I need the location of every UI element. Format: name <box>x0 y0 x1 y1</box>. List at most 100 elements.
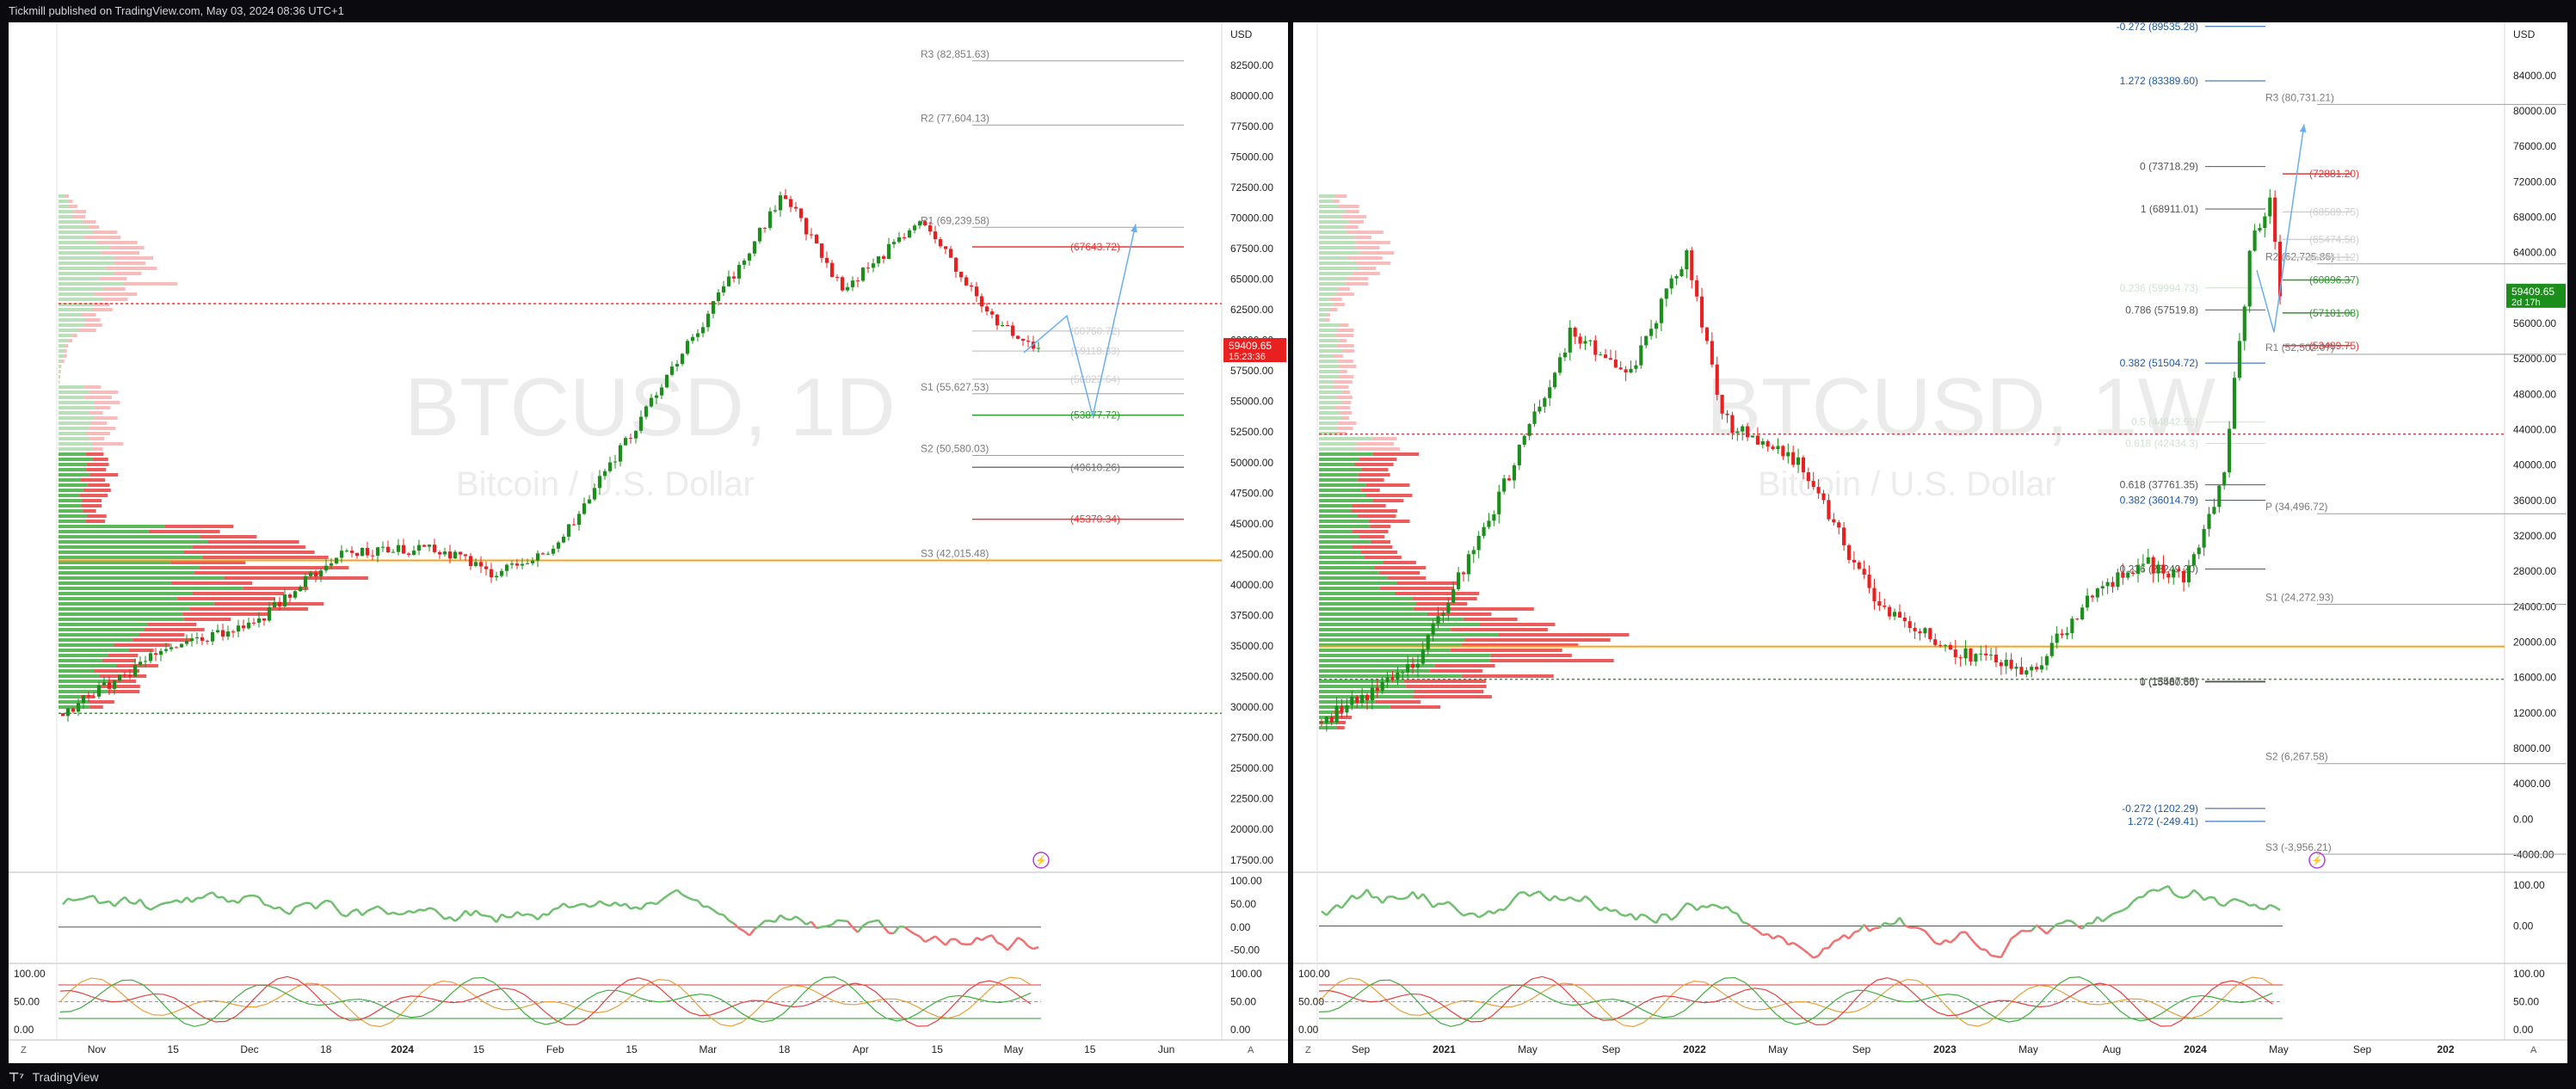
volume-profile-bar <box>144 628 205 631</box>
candle-body <box>1821 493 1826 501</box>
candle-body <box>1020 338 1026 341</box>
candle-body <box>220 630 225 637</box>
chart-panel-daily[interactable]: USD 82500.00 80000.00 77500.00 75000.00 72500… <box>9 22 1288 1063</box>
volume-profile-bar <box>1319 535 1360 538</box>
osc1-line <box>1964 931 1972 939</box>
daily-chart-svg[interactable]: USD 82500.00 80000.00 77500.00 75000.00 72500… <box>9 22 1288 1063</box>
osc1-line <box>1777 934 1784 939</box>
osc1-line <box>62 897 69 906</box>
candle-body <box>1548 387 1552 398</box>
volume-profile-bar <box>1319 705 1390 709</box>
weekly-chart-svg[interactable]: USD 84000.00 80000.00 76000.00 72000.00 68000… <box>1293 21 2567 1063</box>
volume-profile-bar <box>59 292 95 296</box>
volume-profile-bar <box>202 556 329 559</box>
candle-body <box>375 547 380 557</box>
candle-body <box>1015 335 1020 339</box>
volume-profile-bar <box>1319 494 1367 497</box>
candle-body <box>1385 677 1390 682</box>
candle-body <box>71 708 76 712</box>
osc1-line <box>1883 921 1890 926</box>
osc1-line <box>2197 893 2205 901</box>
candle-body <box>1771 446 1775 449</box>
candle-body <box>2039 665 2044 670</box>
candle-body <box>2212 507 2216 514</box>
osc1-line <box>996 941 1003 946</box>
osc1-line <box>1599 906 1606 912</box>
volume-profile-bar <box>1319 432 1338 435</box>
volume-profile-bar <box>59 659 102 662</box>
volume-profile-bar <box>1345 210 1359 213</box>
osc1-line <box>532 914 539 921</box>
osc1-line <box>847 920 854 928</box>
osc1-line <box>217 895 224 899</box>
osc1-line <box>2239 899 2246 904</box>
osc1-line <box>2132 896 2139 902</box>
osc1-line <box>743 930 750 937</box>
last-price-tag <box>2506 283 2566 308</box>
volume-profile-bar <box>59 385 84 389</box>
volume-profile-bar <box>1342 349 1355 353</box>
volume-profile-bar <box>1319 473 1359 477</box>
volume-profile-bar <box>89 700 114 704</box>
volume-profile-bar <box>1319 401 1342 404</box>
osc1-line <box>981 936 988 942</box>
candle-body <box>1573 327 1577 337</box>
candle-body <box>907 230 912 238</box>
volume-profile-bar <box>1335 396 1353 399</box>
candle-body <box>194 637 200 639</box>
candle-body <box>623 438 628 446</box>
volume-profile-bar <box>59 628 145 631</box>
volume-profile-bar <box>59 674 100 678</box>
volume-profile-bar <box>59 282 125 286</box>
fib-label: 0.382 (51504.72) <box>2120 357 2198 369</box>
osc1-line <box>568 905 575 909</box>
candle-body <box>1426 635 1430 650</box>
osc1-line <box>1584 895 1592 901</box>
osc1-line <box>470 909 477 917</box>
volume-profile-bar <box>92 442 124 446</box>
volume-profile-bar <box>1319 633 1499 637</box>
last-price-value: 59409.65 <box>1229 340 1272 352</box>
currency-label: USD <box>1230 28 1253 40</box>
volume-profile-bar <box>89 437 105 440</box>
y-tick-label: 67500.00 <box>1230 243 1273 255</box>
candle-body <box>2009 659 2013 669</box>
volume-profile-bar <box>86 432 110 435</box>
candle-body <box>515 563 520 566</box>
volume-profile-bar <box>1319 618 1464 621</box>
y-tick-label: 62500.00 <box>1230 304 1273 316</box>
candle-body <box>762 227 767 229</box>
volume-profile-bar <box>59 303 94 306</box>
osc1-line <box>1944 938 1951 944</box>
osc1-line <box>800 919 807 926</box>
y-tick-label: 75000.00 <box>1230 151 1273 163</box>
osc1-line <box>1427 899 1434 908</box>
candle-body <box>680 354 685 365</box>
volume-profile-bar <box>59 205 69 208</box>
candle-body <box>1827 500 1831 520</box>
candle-body <box>2217 485 2222 508</box>
osc1-line <box>1365 889 1373 899</box>
osc1-line <box>1665 914 1673 921</box>
volume-profile-bar <box>1319 231 1347 234</box>
candle-body <box>1487 520 1491 527</box>
volume-profile-bar <box>1319 308 1330 311</box>
volume-profile-bar <box>1383 561 1416 564</box>
candle-body <box>700 327 706 334</box>
osc1-line <box>1457 910 1464 917</box>
candle-body <box>804 218 809 235</box>
chart-panel-weekly[interactable]: USD 84000.00 80000.00 76000.00 72000.00 68000… <box>1293 21 2567 1063</box>
candle-body <box>778 195 783 211</box>
level-label: (72881.20) <box>2309 168 2359 180</box>
osc1-line <box>134 898 141 905</box>
volume-profile-bar <box>1319 437 1372 440</box>
osc1-line <box>206 891 213 895</box>
osc1-line <box>1696 905 1703 912</box>
candle-body <box>757 227 762 242</box>
candle-body <box>1897 612 1902 618</box>
osc1-line <box>645 901 652 905</box>
osc1-line <box>1954 932 1962 939</box>
volume-profile-bar <box>59 396 84 399</box>
x-tick-label: Sep <box>1602 1043 1621 1055</box>
volume-profile-bar <box>59 705 90 709</box>
